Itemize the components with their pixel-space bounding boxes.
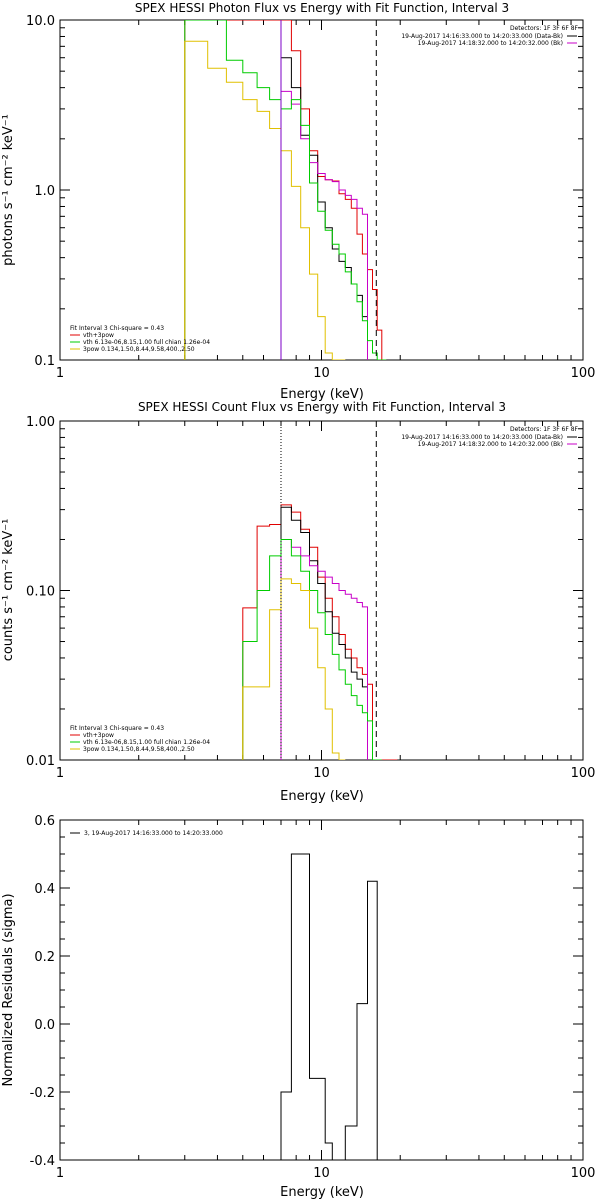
series-line-3pow (242, 578, 346, 760)
y-tick-label: -0.4 (30, 1154, 55, 1169)
y-axis-label: counts s⁻¹ cm⁻² keV⁻¹ (1, 519, 16, 662)
y-tick-label: 0.6 (34, 814, 55, 829)
series-line-bk (280, 90, 368, 360)
x-axis-label: Energy (keV) (280, 789, 364, 804)
legend-entry-text: vth 6.13e-06,8.15,1.00 full chian 1.26e-… (83, 739, 210, 746)
y-tick-label: -0.2 (30, 1086, 55, 1101)
series-line-vth (242, 539, 382, 760)
x-tick-label: 1 (56, 1166, 64, 1181)
x-tick-label: 1 (56, 766, 64, 781)
photon-flux-panel: SPEX HESSI Photon Flux vs Energy with Fi… (1, 1, 595, 402)
y-tick-label: 1.0 (34, 184, 55, 199)
series-line-vth-3pow (184, 20, 387, 360)
x-tick-label: 10 (313, 1166, 330, 1181)
y-axis-label: photons s⁻¹ cm⁻² keV⁻¹ (1, 114, 16, 266)
y-tick-label: 0.0 (34, 1018, 55, 1033)
plot-frame (59, 819, 584, 1161)
series-line-data-bk (280, 57, 368, 360)
x-tick-label: 10 (313, 766, 330, 781)
series-line-vth-3pow (242, 504, 398, 760)
y-tick-label: 1.00 (26, 415, 55, 430)
legend-entry-text: 19-Aug-2017 14:18:32.000 to 14:20:32.000… (418, 441, 563, 448)
legend-entry-text: 19-Aug-2017 14:16:33.000 to 14:20:33.000… (401, 434, 563, 441)
y-tick-label: 0.1 (34, 354, 55, 369)
legend-detectors: Detectors: 1F 3F 6F 8F (510, 426, 579, 433)
legend-detectors: Detectors: 1F 3F 6F 8F (510, 25, 579, 32)
series-line-3pow (184, 40, 346, 360)
legend-entry-text: 3, 19-Aug-2017 14:16:33.000 to 14:20:33.… (84, 830, 223, 837)
x-tick-label: 100 (571, 366, 596, 381)
series-line-vth (184, 20, 387, 360)
plot-area (184, 20, 387, 360)
x-tick-label: 10 (313, 366, 330, 381)
legend-fit-header: Fit Interval 3 Chi-square = 0.43 (70, 325, 164, 332)
residuals-panel: Energy (keV) Normalized Residuals (sigma… (1, 814, 595, 1200)
panel-title: SPEX HESSI Count Flux vs Energy with Fit… (138, 400, 506, 414)
legend-entry-text: vth+3pow (83, 732, 114, 739)
series-line-bk (280, 539, 368, 760)
legend-entry-text: vth+3pow (83, 332, 114, 339)
legend-entry-text: 19-Aug-2017 14:18:32.000 to 14:20:32.000… (418, 40, 563, 47)
series-line-data-bk (280, 506, 368, 760)
y-axis-label: Normalized Residuals (sigma) (1, 893, 16, 1086)
legend-fit-header: Fit Interval 3 Chi-square = 0.43 (70, 725, 164, 732)
count-flux-panel: SPEX HESSI Count Flux vs Energy with Fit… (1, 400, 595, 804)
plot-area (280, 853, 378, 1160)
plot-frame (59, 420, 584, 761)
x-tick-label: 100 (571, 1166, 596, 1181)
panel-title: SPEX HESSI Photon Flux vs Energy with Fi… (135, 1, 509, 15)
y-tick-label: 0.10 (26, 585, 55, 600)
plot-area (242, 421, 398, 760)
legend-entry-text: 19-Aug-2017 14:16:33.000 to 14:20:33.000… (401, 33, 563, 40)
legend-entry-text: vth 6.13e-06,8.15,1.00 full chian 1.26e-… (83, 339, 210, 346)
legend-entry-text: 3pow 0.134,1.50,8.44,9.58,400.,2.50 (83, 746, 195, 753)
y-tick-label: 10.0 (26, 14, 55, 29)
y-tick-label: 0.01 (26, 754, 55, 769)
y-tick-label: 0.2 (34, 950, 55, 965)
legend-entry-text: 3pow 0.134,1.50,8.44,9.58,400.,2.50 (83, 346, 195, 353)
x-tick-label: 1 (56, 366, 64, 381)
series-line-residuals (280, 853, 378, 1160)
plot-frame (59, 19, 584, 361)
y-tick-label: 0.4 (34, 882, 55, 897)
x-axis-label: Energy (keV) (280, 387, 364, 402)
x-axis-label: Energy (keV) (280, 1185, 364, 1200)
x-tick-label: 100 (571, 766, 596, 781)
